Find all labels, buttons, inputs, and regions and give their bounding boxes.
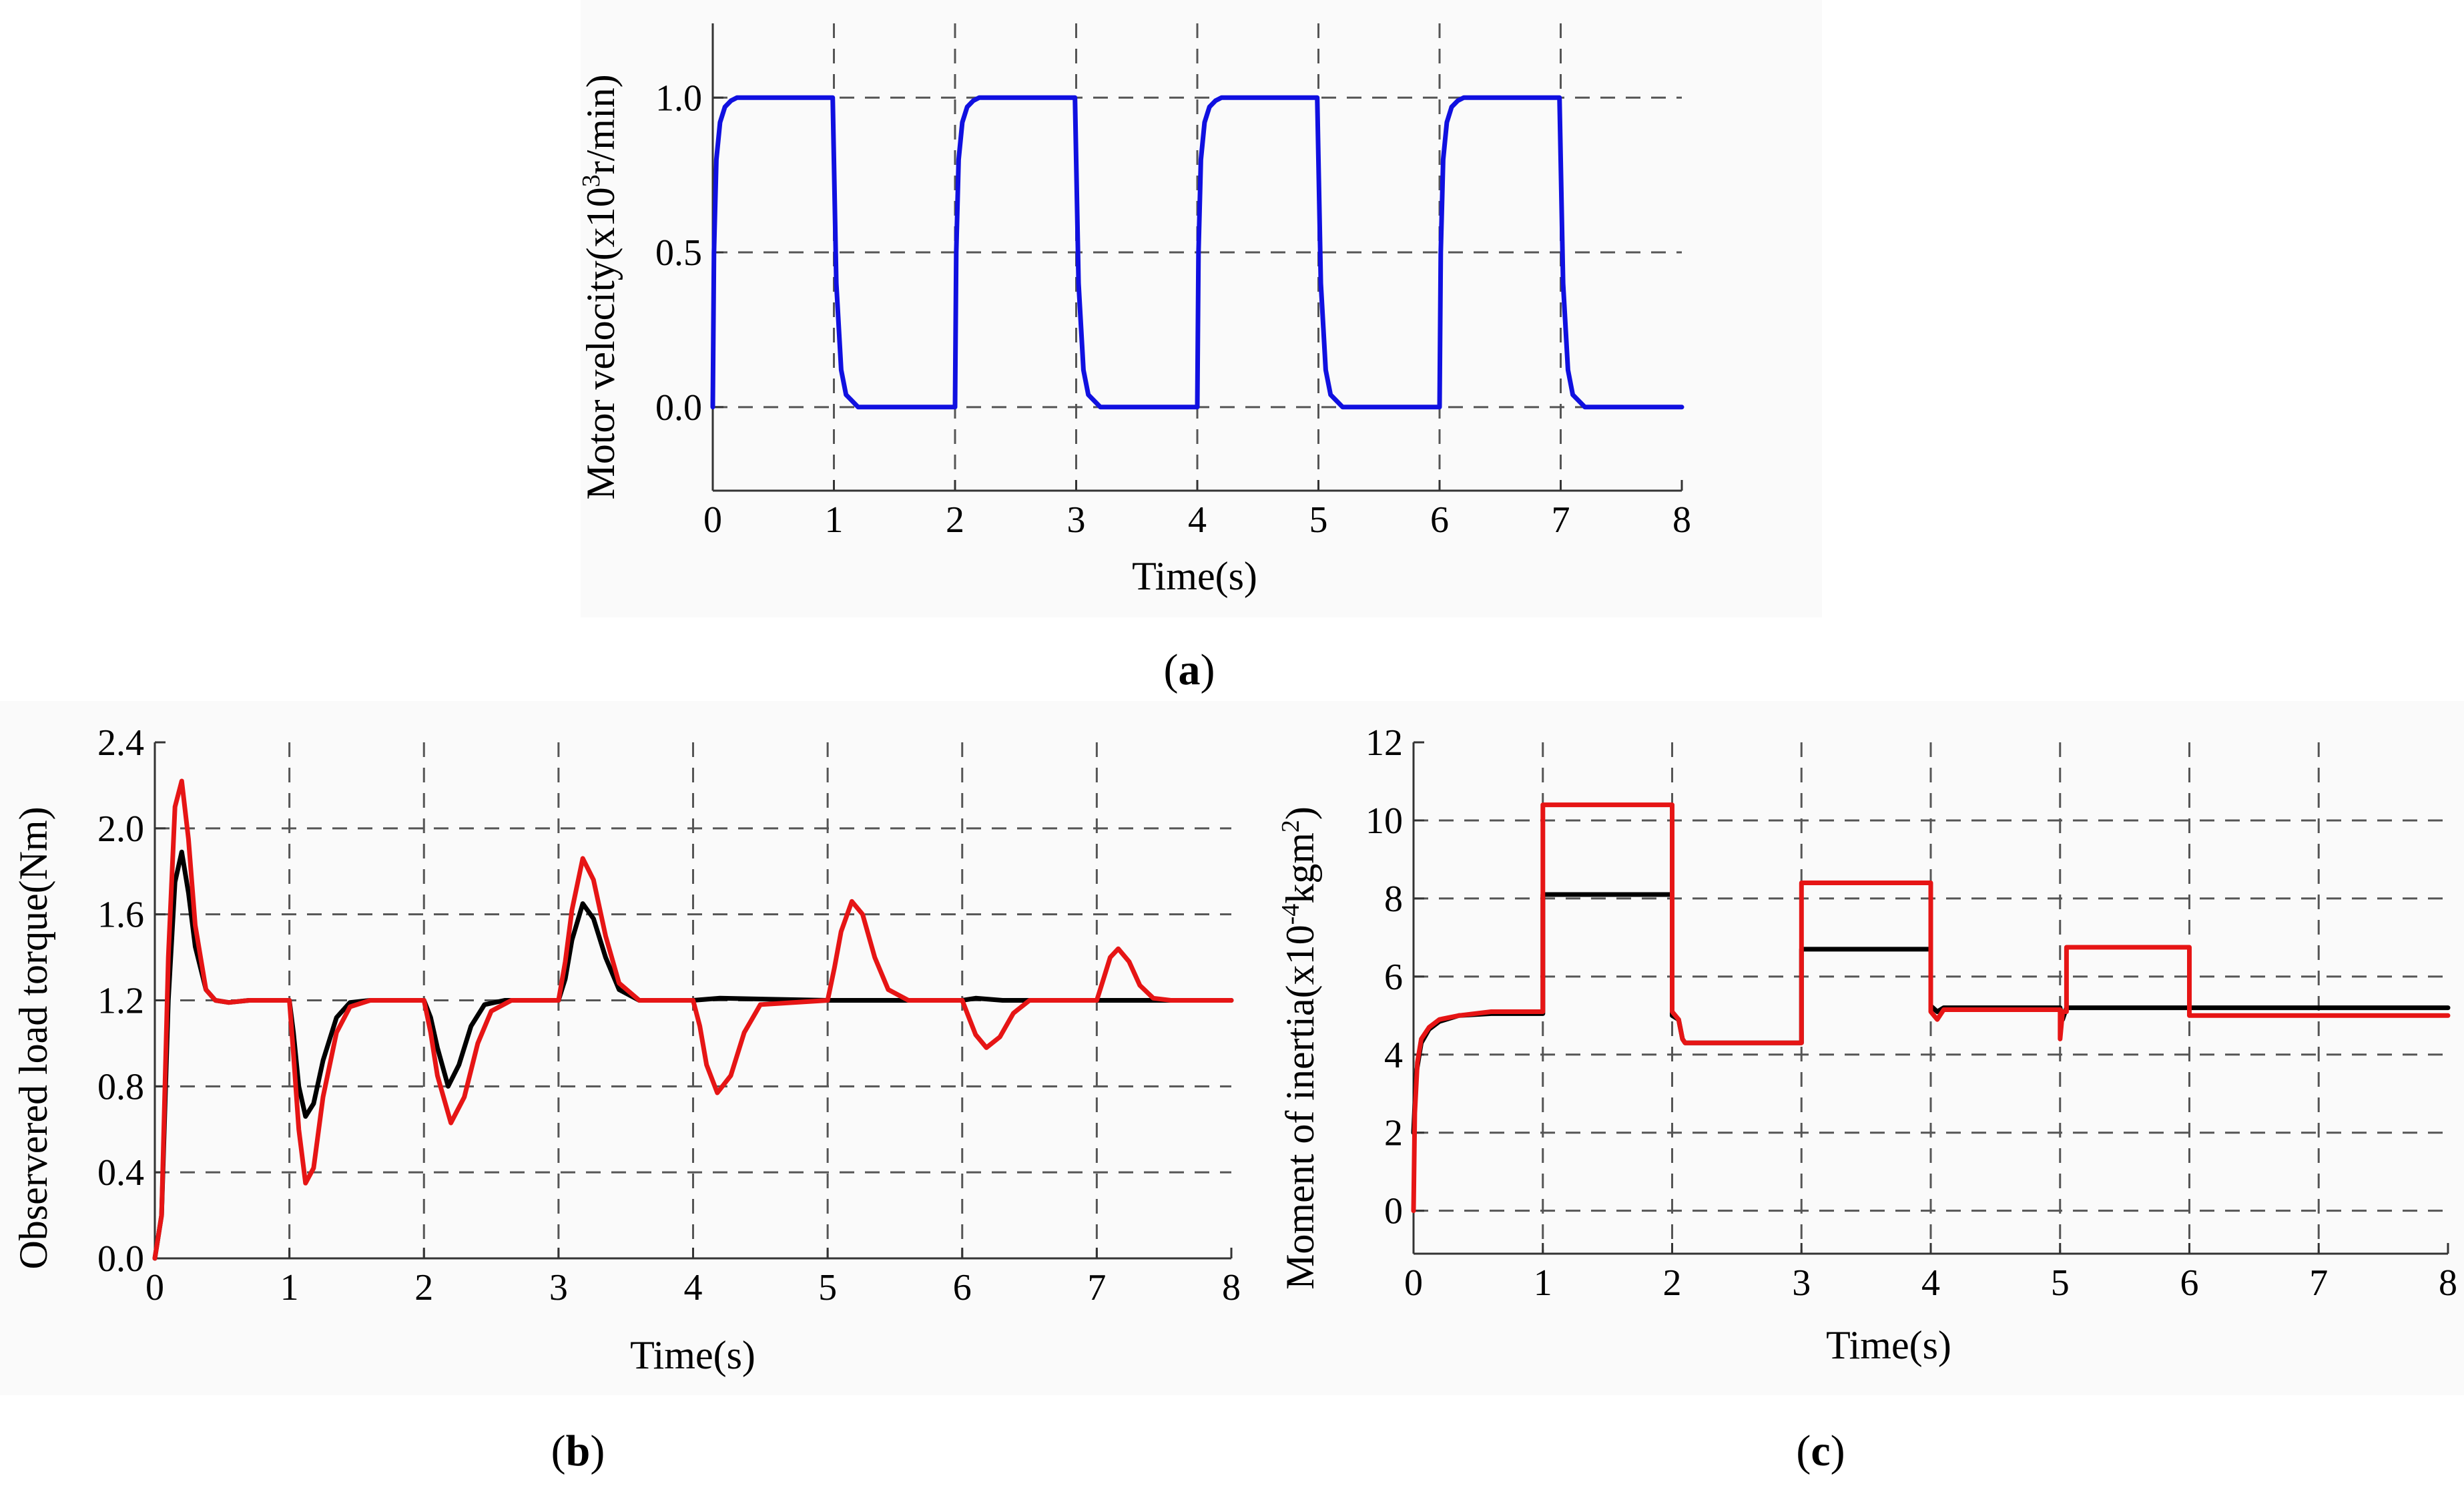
panel-a-ylabel: Motor velocity(x103r/min): [577, 74, 623, 499]
panel-b-ytick-label-3: 1.2: [97, 981, 144, 1022]
panel-a-background: [581, 0, 1822, 617]
panel-c-caption-letter: c: [1811, 1427, 1830, 1475]
panel-b-series-red: [152, 778, 1234, 1261]
panel-a-xtick-label-6: 6: [1430, 499, 1449, 541]
panel-c-ylabel-pre: Moment of inertia(x10: [1278, 925, 1322, 1290]
panel-c-xtick-label-1: 1: [1534, 1262, 1552, 1304]
panel-b-xtick-label-7: 7: [1087, 1267, 1106, 1308]
panel-c-xtick-label-8: 8: [2439, 1262, 2457, 1304]
panel-b-xtick-label-3: 3: [549, 1267, 568, 1308]
panel-b-xlabel: Time(s): [630, 1333, 755, 1377]
panel-b-caption: (b): [551, 1427, 605, 1475]
panel-c-ytick-label-4: 8: [1384, 879, 1403, 920]
panel-b-caption-letter: b: [566, 1427, 591, 1475]
panel-a-caption: (a): [1164, 646, 1215, 694]
panel-c-ytick-label-5: 10: [1365, 800, 1403, 842]
panel-c-xtick-label-5: 5: [2051, 1262, 2070, 1304]
panel-a-ylabel-sup: 3: [577, 174, 605, 187]
panel-a-ylabel-pre: Motor velocity(x10: [579, 187, 623, 499]
panel-c-series-red: [1411, 802, 2451, 1214]
panel-a-xtick-label-2: 2: [946, 499, 964, 541]
panel-a-xtick-label-8: 8: [1672, 499, 1691, 541]
panel-c-ylabel-sup1: -4: [1277, 904, 1305, 925]
panel-a-caption-letter: a: [1179, 646, 1201, 694]
panel-b-ytick-label-5: 2.0: [97, 808, 144, 850]
panel-c-ytick-label-0: 0: [1384, 1191, 1403, 1232]
panel-b-xtick-label-5: 5: [818, 1267, 837, 1308]
panel-a-ytick-label-0: 0.0: [655, 387, 702, 429]
panel-a-ytick-label-2: 1.0: [655, 77, 702, 119]
panel-a-xtick-label-3: 3: [1067, 499, 1086, 541]
panel-b: 0 1 2 3 4 5 6 7 8 0.0 0.4 0.8 1.2 1.6 2.0 2.4 Time(s) O…: [11, 722, 1241, 1475]
panel-b-ytick-label-4: 1.6: [97, 895, 144, 936]
panel-b-xtick-label-1: 1: [280, 1267, 299, 1308]
panel-c-xtick-label-3: 3: [1792, 1262, 1811, 1304]
panel-a-xtick-label-7: 7: [1552, 499, 1570, 541]
panel-c-ylabel-post: ): [1278, 806, 1322, 820]
panel-c-xtick-label-4: 4: [1921, 1262, 1940, 1304]
panel-a-xtick-label-0: 0: [703, 499, 722, 541]
panel-c-ytick-label-6: 12: [1365, 722, 1403, 764]
panel-c-ytick-label-2: 4: [1384, 1035, 1403, 1076]
panel-b-xtick-label-6: 6: [953, 1267, 972, 1308]
panel-a-xtick-label-1: 1: [825, 499, 844, 541]
panel-b-xtick-label-4: 4: [684, 1267, 703, 1308]
panel-c-xtick-label-2: 2: [1663, 1262, 1682, 1304]
panel-b-ytick-label-6: 2.4: [97, 722, 144, 764]
panel-a-plot: 0 1 2 3 4 5 6 7 8 0.0 0.5 1.0: [655, 23, 1691, 541]
panel-c-xtick-label-0: 0: [1404, 1262, 1423, 1304]
panel-b-xtick-label-8: 8: [1222, 1267, 1241, 1308]
panel-b-ylabel: Observered load torque(Nm): [11, 806, 55, 1269]
panel-c-ytick-label-1: 2: [1384, 1113, 1403, 1154]
panel-a-xlabel: Time(s): [1132, 554, 1257, 598]
panel-a-series-motor-velocity: [710, 95, 1684, 410]
panel-a-xtick-label-4: 4: [1188, 499, 1207, 541]
panel-b-xtick-label-0: 0: [145, 1267, 164, 1308]
panel-c-xtick-label-6: 6: [2180, 1262, 2199, 1304]
panel-a-ytick-label-1: 0.5: [655, 232, 702, 274]
panel-c-ytick-label-3: 6: [1384, 957, 1403, 998]
panel-c-ylabel-mid: kgm: [1278, 832, 1322, 904]
panel-c-xlabel: Time(s): [1826, 1323, 1951, 1367]
panel-c-xtick-label-7: 7: [2309, 1262, 2328, 1304]
panel-b-xtick-label-2: 2: [414, 1267, 433, 1308]
panel-b-background: [0, 701, 1271, 1395]
panel-a-ylabel-post: r/min): [579, 74, 623, 174]
panel-a-xtick-label-5: 5: [1309, 499, 1328, 541]
panel-c-background: [1271, 701, 2464, 1395]
panel-b-ytick-label-2: 0.8: [97, 1066, 144, 1107]
panel-b-ytick-label-1: 0.4: [97, 1152, 144, 1194]
panel-c-ylabel: Moment of inertia(x10-4kgm2): [1277, 806, 1322, 1290]
panel-b-ytick-label-0: 0.0: [97, 1238, 144, 1280]
panel-a: 0 1 2 3 4 5 6 7 8 0.0 0.5 1.0 Time(s) Motor velocit…: [577, 23, 1691, 694]
panel-c-caption: (c): [1796, 1427, 1845, 1475]
panel-c-ylabel-sup2: 2: [1277, 820, 1305, 832]
panel-b-plot: 0 1 2 3 4 5 6 7 8 0.0 0.4 0.8 1.2 1.6 2.0 2.4: [97, 722, 1241, 1308]
